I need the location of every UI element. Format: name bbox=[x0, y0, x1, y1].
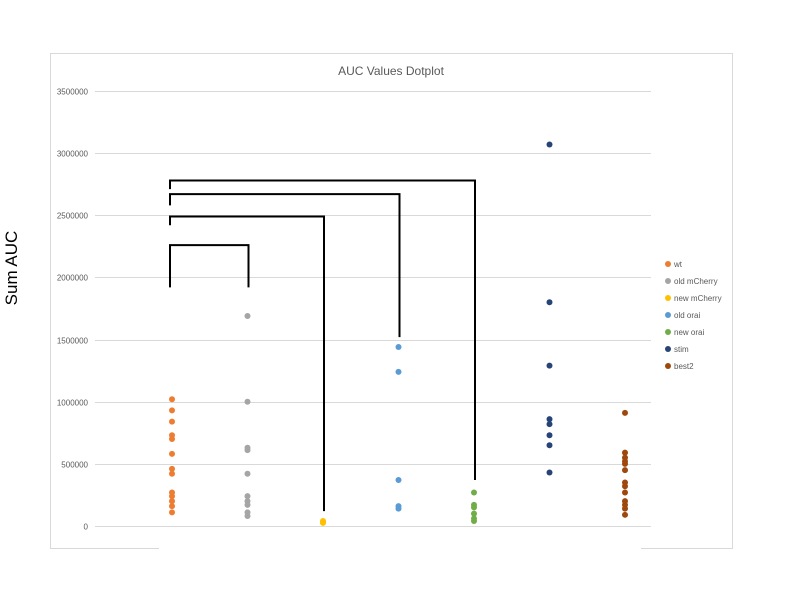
legend-label: old mCherry bbox=[674, 277, 718, 286]
data-point-stim bbox=[546, 362, 553, 369]
legend-marker bbox=[665, 329, 671, 335]
chart-frame bbox=[50, 53, 733, 549]
data-point-best2 bbox=[622, 489, 628, 496]
legend-marker bbox=[665, 261, 671, 267]
y-tick-label: 0 bbox=[84, 523, 89, 532]
legend: wt old mCherry new mCherry old orai new orai… bbox=[665, 260, 722, 371]
data-point-best2 bbox=[622, 505, 628, 512]
y-tick-label: 500000 bbox=[61, 461, 88, 470]
data-point-best2 bbox=[622, 449, 628, 456]
data-points bbox=[169, 141, 628, 526]
legend-label: best2 bbox=[674, 362, 694, 371]
data-point-best2 bbox=[622, 467, 628, 474]
y-tick-labels: 0 500000 1000000 1500000 2000000 2500000 30000… bbox=[57, 88, 89, 532]
data-point-new-mCherry bbox=[320, 519, 326, 526]
y-tick-label: 1000000 bbox=[57, 399, 89, 408]
data-point-old-mCherry bbox=[244, 447, 251, 454]
legend-label: old orai bbox=[674, 311, 700, 320]
data-point-old-mCherry bbox=[244, 501, 251, 508]
data-point-wt bbox=[169, 418, 175, 425]
gridlines bbox=[95, 91, 651, 527]
data-point-best2 bbox=[622, 483, 628, 490]
significance-bracket bbox=[169, 179, 476, 481]
data-point-old-orai bbox=[395, 344, 402, 351]
data-point-old-mCherry bbox=[244, 470, 251, 477]
legend-label: new mCherry bbox=[674, 294, 722, 303]
data-point-best2 bbox=[622, 511, 628, 518]
data-point-new-orai bbox=[471, 510, 477, 517]
significance-bracket bbox=[169, 215, 325, 512]
data-point-best2 bbox=[622, 409, 628, 416]
data-point-old-orai bbox=[395, 505, 402, 512]
legend-label: wt bbox=[673, 260, 683, 269]
data-point-old-mCherry bbox=[244, 513, 251, 520]
data-point-wt bbox=[169, 407, 175, 414]
data-point-wt bbox=[169, 509, 175, 516]
legend-marker bbox=[665, 278, 671, 284]
data-point-new-orai bbox=[471, 504, 477, 511]
data-point-old-orai bbox=[395, 477, 402, 484]
data-point-stim bbox=[546, 442, 553, 449]
data-point-stim bbox=[546, 299, 553, 306]
significance-bracket bbox=[169, 244, 250, 288]
data-point-stim bbox=[546, 141, 553, 148]
data-point-stim bbox=[546, 469, 553, 476]
data-point-wt bbox=[169, 396, 175, 403]
data-point-wt bbox=[169, 498, 175, 505]
chart-frame-gap bbox=[159, 546, 641, 551]
y-tick-label: 1500000 bbox=[57, 337, 89, 346]
chart-title: AUC Values Dotplot bbox=[338, 64, 444, 78]
y-tick-label: 2000000 bbox=[57, 274, 89, 283]
data-point-wt bbox=[169, 493, 175, 500]
data-point-wt bbox=[169, 465, 175, 472]
data-point-wt bbox=[169, 436, 175, 442]
y-tick-label: 3000000 bbox=[57, 150, 89, 159]
data-point-old-mCherry bbox=[244, 493, 251, 500]
data-point-new-orai bbox=[471, 518, 477, 525]
data-point-new-orai bbox=[471, 489, 477, 496]
data-point-old-orai bbox=[395, 368, 402, 375]
legend-label: stim bbox=[674, 345, 689, 354]
data-point-stim bbox=[546, 416, 553, 423]
data-point-wt bbox=[169, 503, 175, 510]
data-point-old-mCherry bbox=[244, 398, 251, 405]
legend-marker bbox=[665, 295, 671, 301]
legend-marker bbox=[665, 312, 671, 318]
data-point-wt bbox=[169, 470, 175, 477]
data-point-stim bbox=[546, 421, 553, 428]
y-axis-label: Sum AUC bbox=[2, 230, 21, 306]
y-tick-label: 2500000 bbox=[57, 212, 89, 221]
significance-brackets bbox=[169, 179, 476, 512]
data-point-best2 bbox=[622, 460, 628, 467]
data-point-old-mCherry bbox=[244, 312, 251, 319]
legend-label: new orai bbox=[674, 328, 704, 337]
data-point-wt bbox=[169, 450, 175, 457]
significance-bracket bbox=[169, 193, 401, 338]
legend-marker bbox=[665, 346, 671, 352]
y-tick-label: 3500000 bbox=[57, 88, 89, 97]
legend-marker bbox=[665, 363, 671, 369]
data-point-stim bbox=[546, 432, 553, 439]
